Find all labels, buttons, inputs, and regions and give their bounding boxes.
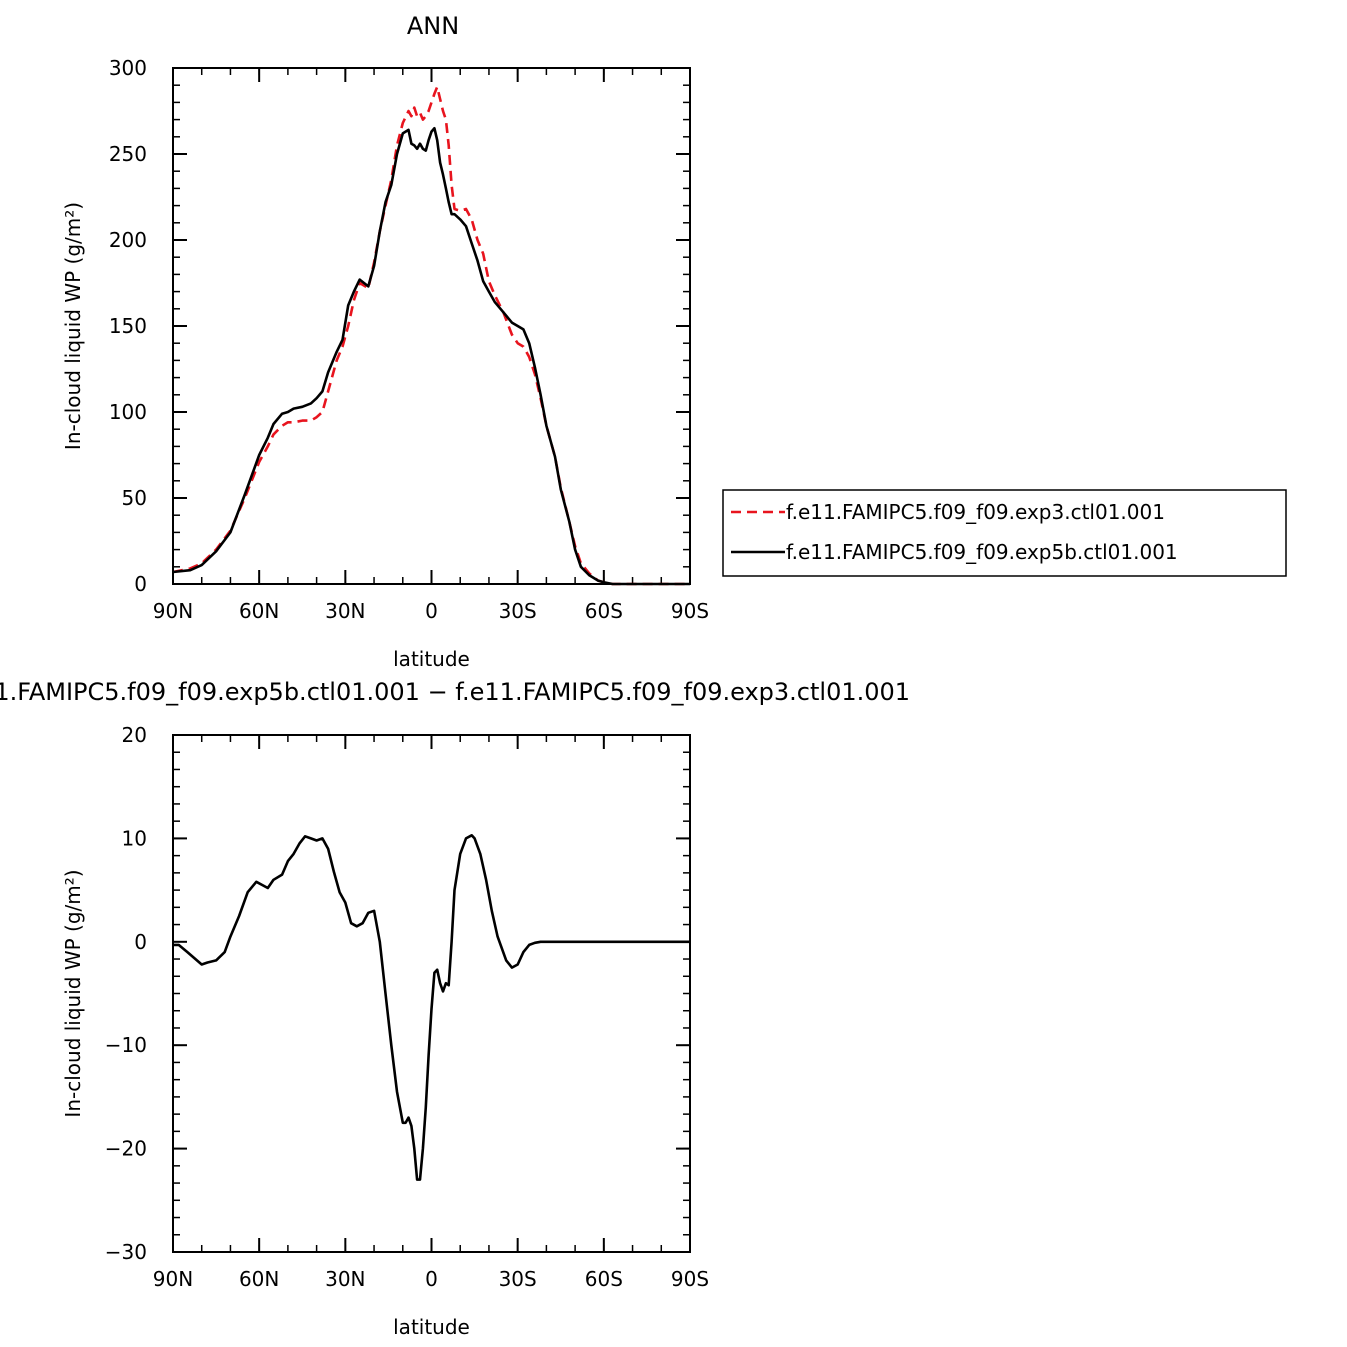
y-tick-label: 100: [109, 400, 147, 424]
x-tick-label: 90S: [671, 599, 709, 623]
y-tick-label: 20: [122, 723, 147, 747]
x-tick-label: 90N: [153, 1267, 193, 1291]
x-tick-label: 30S: [499, 599, 537, 623]
x-tick-label: 0: [425, 599, 438, 623]
x-tick-label: 30S: [499, 1267, 537, 1291]
y-axis-title: In-cloud liquid WP (g/m²): [61, 869, 85, 1117]
y-tick-label: −20: [105, 1137, 147, 1161]
legend-label-0: f.e11.FAMIPC5.f09_f09.exp3.ctl01.001: [786, 500, 1165, 524]
y-axis-title: In-cloud liquid WP (g/m²): [61, 202, 85, 450]
y-tick-label: 200: [109, 228, 147, 252]
series-line-0: [173, 833, 690, 1181]
plot-title: ANN: [407, 12, 459, 40]
top-chart: 90N 60N 30N 0 30S 60S 90S 0 50 100 150 200 250 300 ANN…: [61, 12, 709, 671]
x-tick-label: 60N: [239, 599, 279, 623]
y-tick-label: 10: [122, 826, 147, 850]
x-tick-label: 60N: [239, 1267, 279, 1291]
plot-title: f.e11.FAMIPC5.f09_f09.exp5b.ctl01.001 − …: [0, 678, 910, 706]
plot-frame: [172, 734, 691, 1253]
x-tick-label: 90N: [153, 599, 193, 623]
legend-label-1: f.e11.FAMIPC5.f09_f09.exp5b.ctl01.001: [786, 540, 1178, 564]
y-tick-label: −10: [105, 1033, 147, 1057]
series-line-1: [172, 126, 690, 586]
x-axis-title: latitude: [393, 647, 470, 671]
y-tick-label: −30: [105, 1240, 147, 1264]
legend-box: [722, 489, 1287, 577]
y-tick-label: 50: [122, 486, 147, 510]
x-tick-label: 60S: [585, 1267, 623, 1291]
y-tick-label: 300: [109, 56, 147, 80]
plot-frame: [172, 67, 691, 585]
difference-chart: 90N 60N 30N 0 30S 60S 90S −30 −20 −10 0 10 20 f.e11.F…: [0, 678, 910, 1339]
series-line-0: [172, 85, 690, 586]
y-tick-label: 250: [109, 142, 147, 166]
y-tick-label: 0: [134, 930, 147, 954]
y-tick-label: 150: [109, 314, 147, 338]
x-tick-label: 90S: [671, 1267, 709, 1291]
y-tick-label: 0: [134, 572, 147, 596]
x-tick-label: 30N: [325, 599, 365, 623]
x-axis-title: latitude: [393, 1315, 470, 1339]
x-tick-label: 0: [425, 1267, 438, 1291]
x-tick-label: 30N: [325, 1267, 365, 1291]
legend: f.e11.FAMIPC5.f09_f09.exp3.ctl01.001 f.e1…: [722, 489, 1287, 577]
x-tick-label: 60S: [585, 599, 623, 623]
